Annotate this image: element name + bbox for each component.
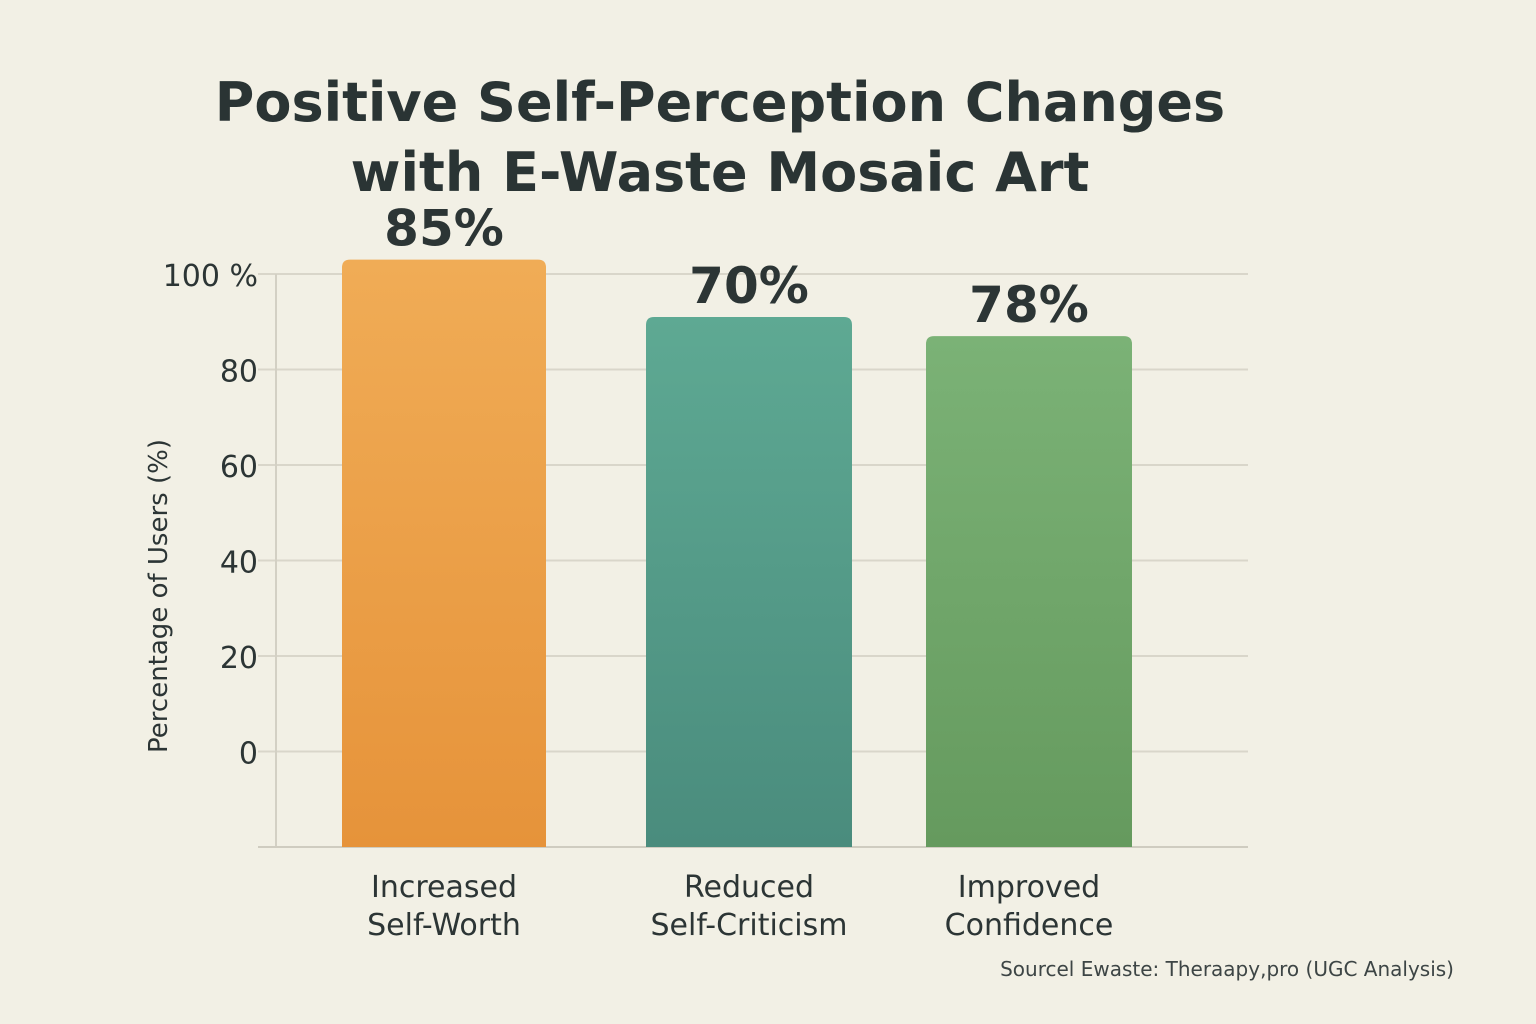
y-axis-title: Percentage of Users (%) (144, 439, 174, 753)
bar-2 (646, 316, 852, 848)
bar-3 (926, 336, 1132, 847)
y-tick-label: 0 (239, 737, 258, 772)
chart-title-line-1: Positive Self-Perception Changes (214, 71, 1226, 134)
x-category-label: Improved Confidence (945, 870, 1114, 943)
data-label: 70% (689, 257, 809, 315)
chart-title: Positive Self-Perception Changes with E-… (0, 68, 1440, 208)
y-tick-label: 20 (220, 641, 258, 676)
data-label: 78% (969, 276, 1089, 334)
chart-title-line-2: with E-Waste Mosaic Art (350, 141, 1090, 204)
y-tick-label: 40 (220, 546, 258, 581)
y-tick-label: 100 % (163, 259, 258, 294)
labels: 100 % 80 60 40 20 0 Percentage of Users (%) 85%… (144, 200, 1113, 943)
y-tick-label: 80 (220, 355, 258, 390)
bars (342, 259, 1132, 848)
x-category-label: Reduced Self-Criticism (651, 870, 848, 943)
x-category-label: Increased Self-Worth (367, 870, 521, 943)
y-tick-label: 60 (220, 450, 258, 485)
source-note: Sourcel Ewaste: Theraapy,pro (UGC Analys… (1000, 957, 1454, 981)
data-label: 85% (384, 200, 504, 258)
bar-1 (342, 259, 546, 847)
